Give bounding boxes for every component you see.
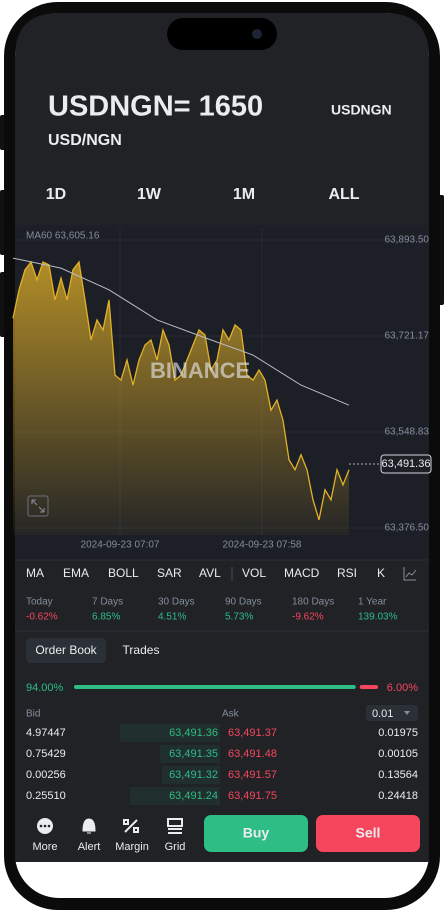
bid-qty: 0.75429 bbox=[26, 748, 66, 760]
ask-qty: 0.00105 bbox=[378, 748, 418, 760]
buy-label: Buy bbox=[243, 825, 270, 841]
perf-value: 5.73% bbox=[225, 612, 253, 623]
ratio: 94.00% 6.00% bbox=[26, 682, 418, 694]
dot bbox=[47, 824, 51, 828]
bottom-nav: More Alert Margin Grid bbox=[32, 841, 185, 853]
watermark: BINANCE bbox=[150, 358, 250, 383]
buy-ratio: 94.00% bbox=[26, 682, 64, 694]
sell-bar bbox=[359, 685, 378, 689]
time-label: 2024-09-23 07:58 bbox=[223, 540, 302, 551]
ask-price: 63,491.48 bbox=[228, 748, 277, 760]
buy-button[interactable] bbox=[204, 815, 308, 852]
sell-label: Sell bbox=[356, 825, 381, 841]
expand-icon[interactable] bbox=[27, 495, 49, 517]
depth-bar bbox=[160, 745, 220, 763]
y-tick-label: 63,548.83 bbox=[385, 427, 430, 438]
perf-value: 6.85% bbox=[92, 612, 120, 623]
icon-grid bbox=[167, 818, 183, 834]
icon-alert bbox=[82, 818, 96, 834]
bid-price: 63,491.32 bbox=[169, 769, 218, 781]
bid-price: 63,491.36 bbox=[169, 727, 218, 739]
last-price-box bbox=[380, 454, 432, 474]
symbol: USDNGN bbox=[331, 102, 392, 118]
perf-label: 7 Days bbox=[92, 597, 123, 608]
perf-value: 139.03% bbox=[358, 612, 398, 623]
range-tab[interactable]: 1M bbox=[233, 186, 255, 203]
y-tick-label: 63,376.50 bbox=[385, 523, 430, 534]
ma-line bbox=[12, 257, 350, 406]
tab-active[interactable] bbox=[26, 638, 106, 663]
nav-label[interactable]: Margin bbox=[115, 841, 149, 853]
y-tick-label: 63,721.17 bbox=[385, 331, 430, 342]
pair: USD/NGN bbox=[48, 132, 122, 149]
depth-bar bbox=[130, 787, 220, 805]
bid-qty: 0.00256 bbox=[26, 769, 66, 781]
chart: 63,893.50 63,721.17 63,548.83 63,376.50 63,4… bbox=[12, 228, 432, 535]
indicator[interactable]: SAR bbox=[157, 566, 182, 580]
perf-label: 90 Days bbox=[225, 597, 262, 608]
perf-label: 180 Days bbox=[292, 597, 334, 608]
step-select[interactable] bbox=[366, 705, 418, 721]
bid-label: Bid bbox=[26, 709, 40, 720]
bid-qty: 4.97447 bbox=[26, 727, 66, 739]
indicator[interactable]: EMA bbox=[63, 566, 89, 580]
time-label: 2024-09-23 07:07 bbox=[81, 540, 160, 551]
perf-value: 4.51% bbox=[158, 612, 186, 623]
depth-bar bbox=[120, 724, 220, 742]
nav-label[interactable]: More bbox=[32, 841, 57, 853]
camera bbox=[252, 29, 262, 39]
y-tick-label: 63,893.50 bbox=[385, 235, 430, 246]
indicator[interactable]: K bbox=[377, 566, 385, 580]
nav-label[interactable]: Alert bbox=[78, 841, 101, 853]
ask-label: Ask bbox=[222, 709, 240, 720]
indicator[interactable]: RSI bbox=[337, 566, 357, 580]
ask-qty: 0.13564 bbox=[378, 769, 418, 781]
sell-button[interactable] bbox=[316, 815, 420, 852]
price-line bbox=[12, 260, 350, 521]
notch bbox=[167, 18, 277, 50]
range-tab[interactable]: 1W bbox=[137, 186, 162, 203]
ask-price: 63,491.75 bbox=[228, 790, 277, 802]
perf-value: -0.62% bbox=[26, 612, 58, 623]
title: USDNGN= 1650 bbox=[48, 91, 263, 123]
ask-price: 63,491.57 bbox=[228, 769, 277, 781]
step: 0.01 bbox=[372, 708, 393, 720]
ask-qty: 0.01975 bbox=[378, 727, 418, 739]
perf-label: Today bbox=[26, 597, 53, 608]
chart-icon bbox=[403, 567, 417, 581]
perf-value: -9.62% bbox=[292, 612, 324, 623]
bid-price: 63,491.24 bbox=[169, 790, 218, 802]
indicator[interactable]: AVL bbox=[199, 566, 221, 580]
bid-qty: 0.25510 bbox=[26, 790, 66, 802]
performance: Today -0.62% 7 Days 6.85% 30 Days 4.51% 90 Day… bbox=[26, 597, 398, 623]
caret bbox=[404, 711, 410, 715]
buy-bar bbox=[74, 685, 356, 689]
ask-qty: 0.24418 bbox=[378, 790, 418, 802]
dot bbox=[43, 824, 47, 828]
expand-glyph bbox=[31, 499, 45, 513]
indicator[interactable]: MACD bbox=[284, 566, 320, 580]
tab[interactable]: Trades bbox=[123, 643, 160, 657]
range-tab[interactable]: 1D bbox=[46, 186, 66, 203]
nav-label[interactable]: Grid bbox=[165, 841, 186, 853]
last-price: 63,491.36 bbox=[382, 458, 431, 470]
ma-label: MA60 63,605.16 bbox=[26, 231, 100, 242]
dot bbox=[39, 824, 43, 828]
order-book: 4.97447 63,491.36 63,491.37 0.01975 0.75429 6… bbox=[26, 724, 418, 805]
tab[interactable]: Order Book bbox=[35, 643, 97, 657]
indicator[interactable]: BOLL bbox=[108, 566, 139, 580]
sell-ratio: 6.00% bbox=[387, 682, 418, 694]
indicator[interactable]: VOL bbox=[242, 566, 266, 580]
ask-price: 63,491.37 bbox=[228, 727, 277, 739]
icon-margin bbox=[123, 819, 139, 833]
perf-label: 30 Days bbox=[158, 597, 195, 608]
indicator[interactable]: MA bbox=[26, 566, 44, 580]
bid-price: 63,491.35 bbox=[169, 748, 218, 760]
range-tab[interactable]: ALL bbox=[328, 186, 359, 203]
area bbox=[13, 262, 349, 535]
indicators: MA EMA BOLL SAR AVL VOL MACD RSI K bbox=[26, 566, 417, 581]
depth-bar bbox=[162, 766, 220, 784]
perf-label: 1 Year bbox=[358, 597, 387, 608]
